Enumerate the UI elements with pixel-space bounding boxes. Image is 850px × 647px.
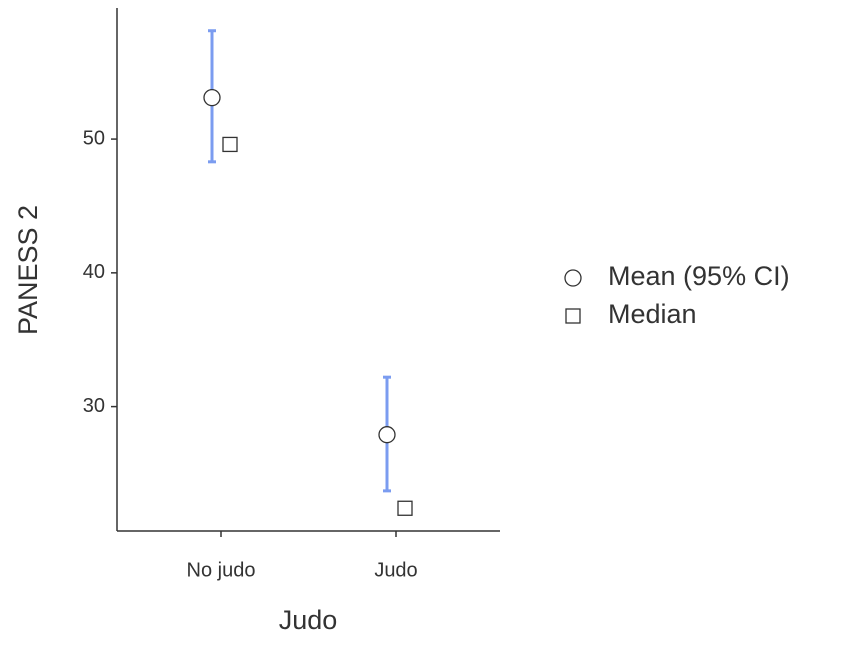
x-axis-title: Judo [279, 605, 338, 635]
mean-marker [203, 88, 221, 107]
mean-marker [378, 426, 396, 444]
y-tick-label: 30 [83, 395, 105, 417]
y-axis-title: PANESS 2 [13, 205, 43, 335]
median-marker [222, 136, 238, 153]
legend-label: Median [608, 299, 697, 329]
y-tick-label: 50 [83, 127, 105, 149]
legend-marker [564, 269, 582, 287]
legend-marker [565, 308, 581, 324]
x-tick-label: Judo [374, 559, 417, 581]
legend-label: Mean (95% CI) [608, 261, 790, 291]
median-marker [397, 500, 413, 516]
x-tick-label: No judo [187, 559, 256, 581]
y-tick-label: 40 [83, 261, 105, 283]
